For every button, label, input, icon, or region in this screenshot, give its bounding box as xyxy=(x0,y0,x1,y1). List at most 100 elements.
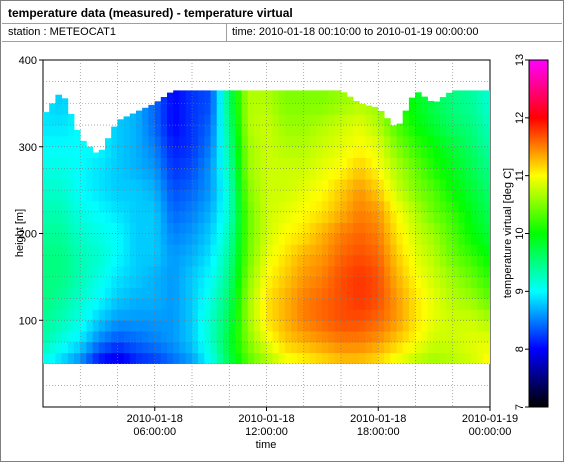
heatmap-cell xyxy=(173,92,180,104)
heatmap-cell xyxy=(377,157,385,169)
heatmap-cell xyxy=(477,276,484,289)
heatmap-cell xyxy=(204,125,211,137)
heatmap-cell xyxy=(167,222,174,234)
heatmap-cell xyxy=(458,266,466,278)
heatmap-cell xyxy=(452,114,459,126)
heatmap-cell xyxy=(359,104,366,115)
heatmap-cell xyxy=(67,114,75,115)
heatmap-cell xyxy=(340,168,348,180)
heatmap-cell xyxy=(322,211,329,223)
heatmap-cell xyxy=(377,266,385,278)
heatmap-cell xyxy=(377,255,385,267)
heatmap-cell xyxy=(322,135,329,148)
heatmap-cell xyxy=(74,179,81,191)
heatmap-cell xyxy=(278,352,286,364)
heatmap-cell xyxy=(43,298,50,310)
heatmap-cell xyxy=(229,135,236,148)
heatmap-cell xyxy=(278,201,286,213)
heatmap-cell xyxy=(123,352,131,364)
heatmap-cell xyxy=(353,146,360,158)
heatmap-cell xyxy=(229,233,236,245)
heatmap-cell xyxy=(154,331,162,343)
heatmap-cell xyxy=(216,92,224,104)
heatmap-cell xyxy=(309,135,317,148)
heatmap-cell xyxy=(483,276,490,289)
heatmap-cell xyxy=(322,255,329,267)
heatmap-cell xyxy=(433,125,441,137)
heatmap-cell xyxy=(241,320,249,332)
heatmap-cell xyxy=(136,179,143,191)
heatmap-cell xyxy=(247,90,255,93)
heatmap-cell xyxy=(241,331,249,343)
heatmap-cell xyxy=(340,255,348,267)
heatmap-cell xyxy=(303,92,311,104)
heatmap-cell xyxy=(477,298,484,310)
heatmap-cell xyxy=(309,331,317,343)
heatmap-cell xyxy=(148,114,155,126)
heatmap-cell xyxy=(390,320,397,332)
heatmap-cell xyxy=(235,222,242,234)
heatmap-cell xyxy=(464,103,472,115)
heatmap-cell xyxy=(415,244,422,256)
heatmap-cell xyxy=(123,276,131,289)
heatmap-cell xyxy=(198,341,205,354)
heatmap-cell xyxy=(427,100,435,104)
heatmap-cell xyxy=(464,211,472,223)
heatmap-cell xyxy=(61,320,69,332)
heatmap-cell xyxy=(185,201,193,213)
heatmap-cell xyxy=(167,320,174,332)
colorbar-tick-label: 8 xyxy=(514,346,526,352)
heatmap-cell xyxy=(272,211,280,223)
heatmap-cell xyxy=(415,135,422,148)
heatmap-cell xyxy=(483,331,490,343)
heatmap-cell xyxy=(446,352,453,364)
heatmap-cell xyxy=(272,244,280,256)
heatmap-cell xyxy=(452,157,459,169)
heatmap-cell xyxy=(198,135,205,148)
heatmap-cell xyxy=(191,211,199,223)
heatmap-cell xyxy=(43,135,50,148)
heatmap-cell xyxy=(371,255,379,267)
colorbar-tick-label: 7 xyxy=(514,404,526,410)
heatmap-cell xyxy=(148,233,155,245)
heatmap-cell xyxy=(421,233,428,245)
heatmap-cell xyxy=(154,266,162,278)
heatmap-cell xyxy=(154,298,162,310)
heatmap-cell xyxy=(359,233,366,245)
heatmap-cell xyxy=(179,114,186,126)
heatmap-cell xyxy=(470,331,478,343)
heatmap-cell xyxy=(303,90,311,93)
heatmap-cell xyxy=(446,255,453,267)
heatmap-cell xyxy=(297,276,304,289)
heatmap-cell xyxy=(210,92,218,104)
heatmap-cell xyxy=(98,276,106,289)
heatmap-cell xyxy=(111,244,118,256)
heatmap-cell xyxy=(452,341,459,354)
heatmap-cell xyxy=(222,222,230,234)
heatmap-cell xyxy=(43,320,50,332)
heatmap-cell xyxy=(402,276,410,289)
heatmap-cell xyxy=(458,157,466,169)
heatmap-cell xyxy=(439,266,447,278)
heatmap-cell xyxy=(421,96,428,104)
heatmap-cell xyxy=(303,255,311,267)
heatmap-cell xyxy=(260,157,267,169)
heatmap-cell xyxy=(328,320,335,332)
heatmap-cell xyxy=(272,103,280,115)
heatmap-cell xyxy=(117,211,124,223)
heatmap-cell xyxy=(477,341,484,354)
heatmap-cell xyxy=(315,331,323,343)
heatmap-cell xyxy=(421,211,428,223)
heatmap-cell xyxy=(421,298,428,310)
heatmap-cell xyxy=(98,352,106,364)
heatmap-cell xyxy=(204,341,211,354)
heatmap-cell xyxy=(136,266,143,278)
heatmap-cell xyxy=(148,222,155,234)
heatmap-cell xyxy=(452,103,459,115)
heatmap-cell xyxy=(154,168,162,180)
heatmap-cell xyxy=(154,211,162,223)
heatmap-cell xyxy=(353,114,360,126)
heatmap-cell xyxy=(222,135,230,148)
heatmap-cell xyxy=(167,179,174,191)
heatmap-cell xyxy=(315,276,323,289)
